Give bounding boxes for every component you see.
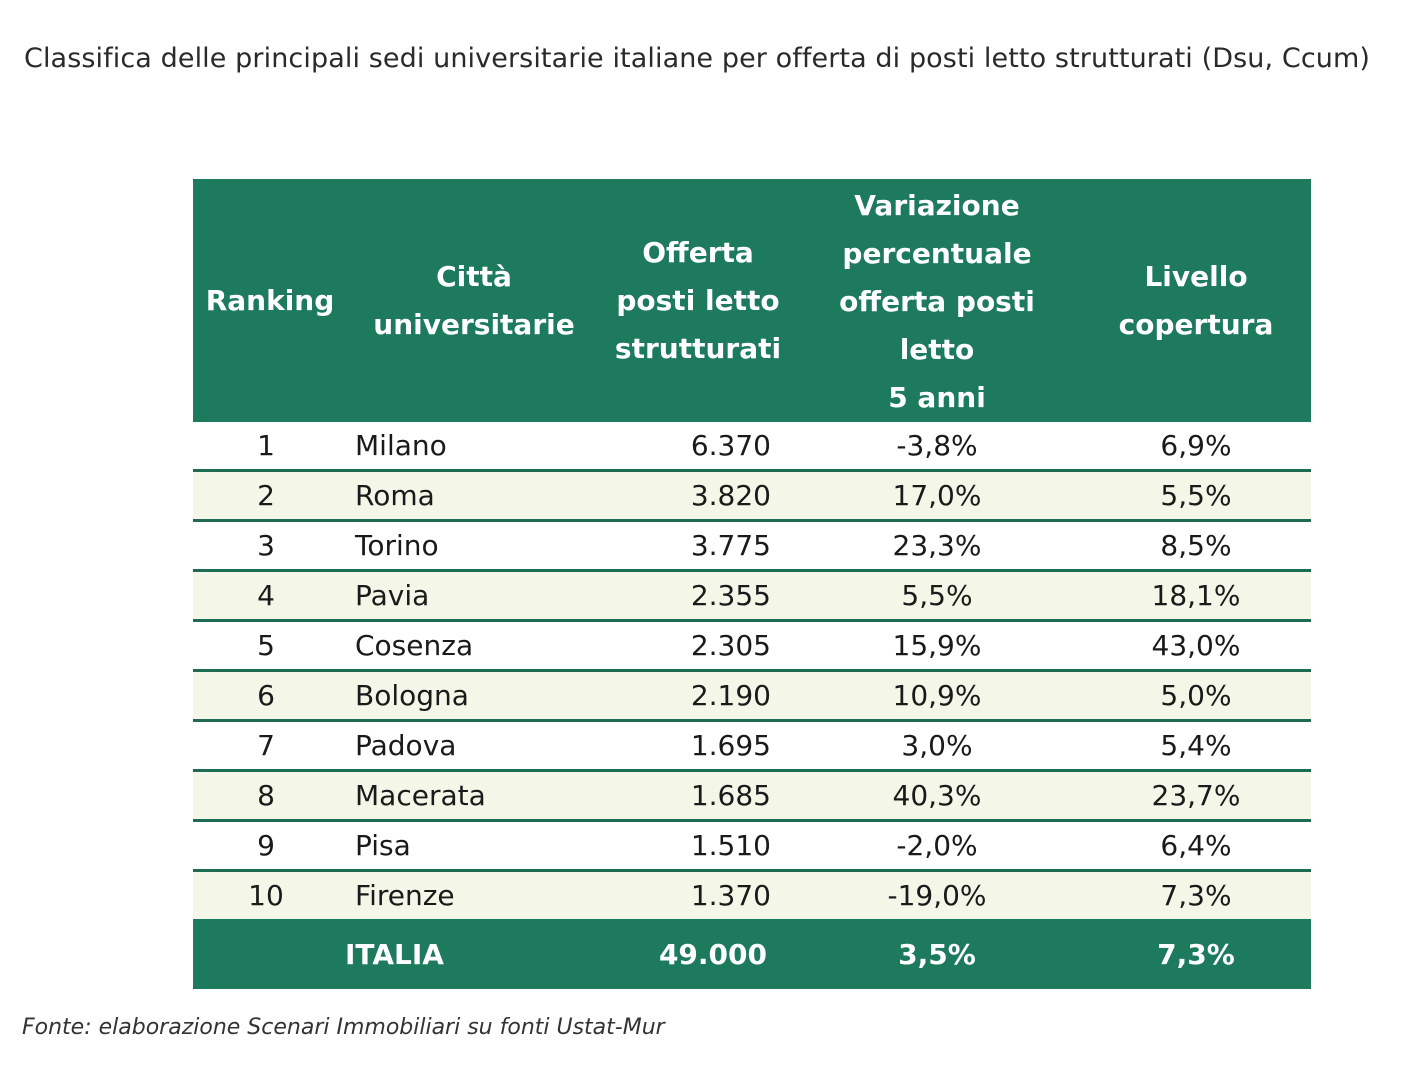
total-offer: 49.000 xyxy=(603,919,793,989)
cell-rank: 2 xyxy=(193,470,345,522)
cell-city: Cosenza xyxy=(345,620,603,672)
table-row: 9 Pisa 1.510 -2,0% 6,4% xyxy=(193,820,1311,872)
table-row: 3 Torino 3.775 23,3% 8,5% xyxy=(193,520,1311,572)
header-offer: Offerta posti letto strutturati xyxy=(603,179,793,422)
cell-offer: 1.685 xyxy=(603,770,793,822)
table-row: 4 Pavia 2.355 5,5% 18,1% xyxy=(193,570,1311,622)
cell-rank: 3 xyxy=(193,520,345,572)
cell-coverage: 6,9% xyxy=(1081,422,1311,472)
cell-offer: 1.695 xyxy=(603,720,793,772)
cell-city: Torino xyxy=(345,520,603,572)
cell-offer: 2.355 xyxy=(603,570,793,622)
header-row: Ranking Città universitarie Offerta post… xyxy=(193,179,1311,422)
cell-variation: -2,0% xyxy=(793,820,1081,872)
cell-city: Firenze xyxy=(345,870,603,919)
cell-city: Padova xyxy=(345,720,603,772)
cell-offer: 3.775 xyxy=(603,520,793,572)
table-row: 1 Milano 6.370 -3,8% 6,9% xyxy=(193,422,1311,472)
table-body: 1 Milano 6.370 -3,8% 6,9% 2 Roma 3.820 17,0% 5,5%… xyxy=(193,422,1311,919)
total-coverage: 7,3% xyxy=(1081,919,1311,989)
cell-rank: 8 xyxy=(193,770,345,822)
cell-coverage: 23,7% xyxy=(1081,770,1311,822)
cell-rank: 6 xyxy=(193,670,345,722)
header-variation: Variazione percentuale offerta posti let… xyxy=(793,179,1081,422)
table-row: 6 Bologna 2.190 10,9% 5,0% xyxy=(193,670,1311,722)
cell-rank: 7 xyxy=(193,720,345,772)
cell-variation: 3,0% xyxy=(793,720,1081,772)
cell-rank: 5 xyxy=(193,620,345,672)
cell-variation: 23,3% xyxy=(793,520,1081,572)
cell-coverage: 8,5% xyxy=(1081,520,1311,572)
cell-city: Pisa xyxy=(345,820,603,872)
ranking-table-container: Ranking Città universitarie Offerta post… xyxy=(193,179,1311,989)
cell-city: Macerata xyxy=(345,770,603,822)
table-footer: ITALIA 49.000 3,5% 7,3% xyxy=(193,919,1311,989)
cell-rank: 1 xyxy=(193,422,345,472)
cell-coverage: 18,1% xyxy=(1081,570,1311,622)
cell-offer: 6.370 xyxy=(603,422,793,472)
table-header: Ranking Città universitarie Offerta post… xyxy=(193,179,1311,422)
cell-variation: 17,0% xyxy=(793,470,1081,522)
cell-variation: -3,8% xyxy=(793,422,1081,472)
cell-city: Pavia xyxy=(345,570,603,622)
cell-variation: 15,9% xyxy=(793,620,1081,672)
table-row: 10 Firenze 1.370 -19,0% 7,3% xyxy=(193,870,1311,919)
table-row: 2 Roma 3.820 17,0% 5,5% xyxy=(193,470,1311,522)
total-row: ITALIA 49.000 3,5% 7,3% xyxy=(193,919,1311,989)
cell-rank: 10 xyxy=(193,870,345,919)
cell-offer: 1.510 xyxy=(603,820,793,872)
cell-coverage: 7,3% xyxy=(1081,870,1311,919)
cell-city: Milano xyxy=(345,422,603,472)
cell-coverage: 6,4% xyxy=(1081,820,1311,872)
cell-city: Bologna xyxy=(345,670,603,722)
ranking-table: Ranking Città universitarie Offerta post… xyxy=(193,179,1311,989)
cell-rank: 4 xyxy=(193,570,345,622)
cell-offer: 3.820 xyxy=(603,470,793,522)
cell-coverage: 43,0% xyxy=(1081,620,1311,672)
table-row: 7 Padova 1.695 3,0% 5,4% xyxy=(193,720,1311,772)
table-title: Classifica delle principali sedi univers… xyxy=(24,43,1371,74)
table-row: 5 Cosenza 2.305 15,9% 43,0% xyxy=(193,620,1311,672)
header-coverage: Livello copertura xyxy=(1081,179,1311,422)
cell-coverage: 5,0% xyxy=(1081,670,1311,722)
table-row: 8 Macerata 1.685 40,3% 23,7% xyxy=(193,770,1311,822)
cell-offer: 2.190 xyxy=(603,670,793,722)
cell-city: Roma xyxy=(345,470,603,522)
header-ranking: Ranking xyxy=(193,179,345,422)
cell-rank: 9 xyxy=(193,820,345,872)
cell-coverage: 5,5% xyxy=(1081,470,1311,522)
cell-variation: 40,3% xyxy=(793,770,1081,822)
cell-variation: 10,9% xyxy=(793,670,1081,722)
source-note: Fonte: elaborazione Scenari Immobiliari … xyxy=(22,1015,665,1040)
cell-variation: -19,0% xyxy=(793,870,1081,919)
cell-coverage: 5,4% xyxy=(1081,720,1311,772)
header-city: Città universitarie xyxy=(345,179,603,422)
total-label: ITALIA xyxy=(193,919,603,989)
cell-variation: 5,5% xyxy=(793,570,1081,622)
cell-offer: 1.370 xyxy=(603,870,793,919)
cell-offer: 2.305 xyxy=(603,620,793,672)
total-variation: 3,5% xyxy=(793,919,1081,989)
